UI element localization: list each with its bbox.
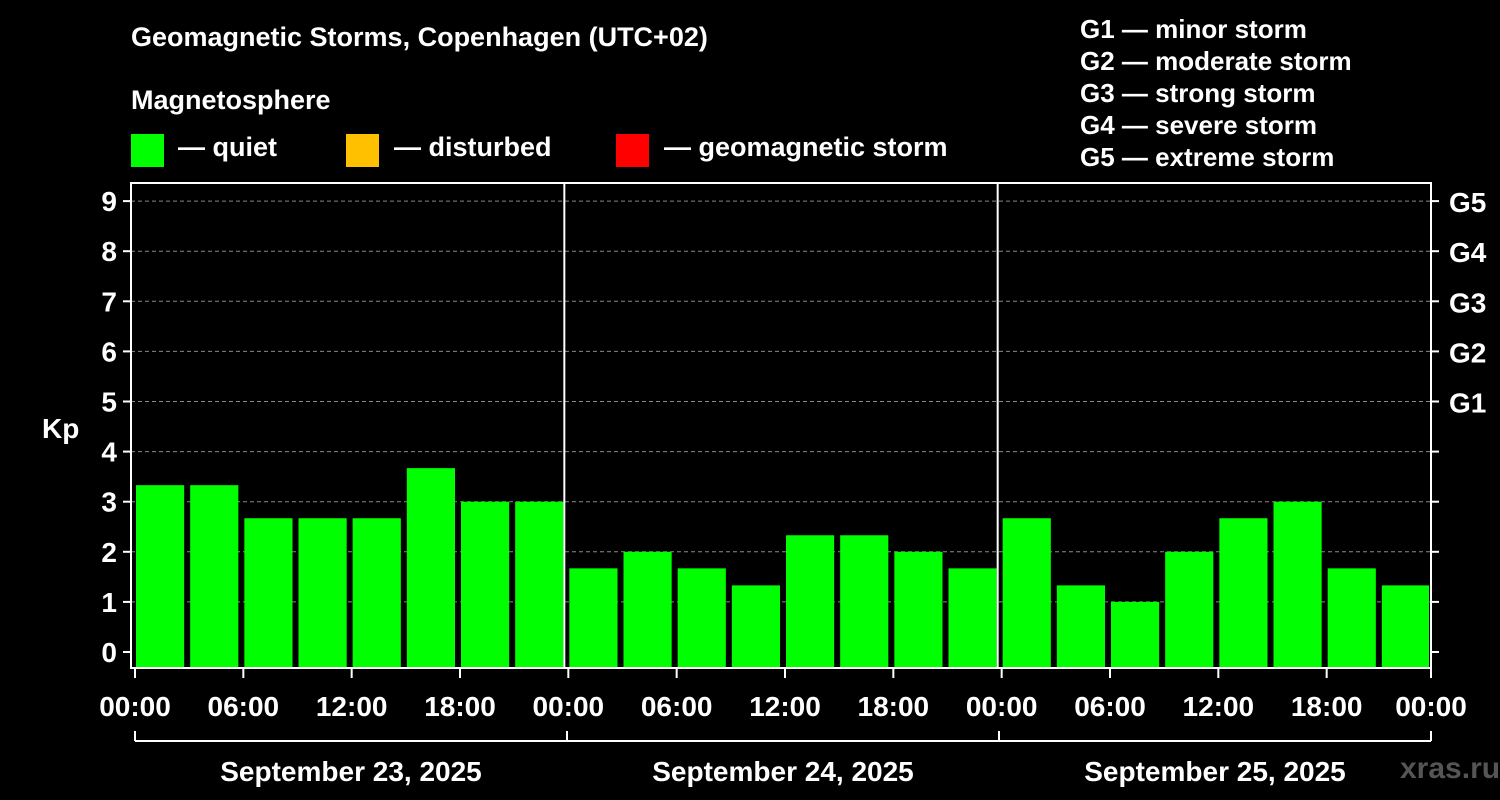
kp-bar [569, 568, 618, 668]
kp-bar [461, 501, 510, 668]
legend-label-disturbed: — disturbed [394, 132, 552, 162]
storm-scale-g4: G4 — severe storm [1080, 110, 1318, 140]
kp-bar [1381, 585, 1429, 668]
y-tick-label: 9 [101, 186, 117, 217]
y-tick-label: 8 [101, 236, 117, 267]
kp-bar [677, 568, 726, 668]
y-tick-label: 1 [101, 587, 117, 618]
legend-label-quiet: — quiet [178, 132, 277, 162]
y-tick-label: 2 [101, 537, 117, 568]
kp-bar [1273, 501, 1322, 668]
x-tick-label: 12:00 [1183, 691, 1255, 722]
kp-bar [948, 568, 997, 668]
x-tick-label: 12:00 [749, 691, 821, 722]
watermark: xras.ru [1400, 752, 1500, 785]
kp-bar [1056, 585, 1105, 668]
kp-bar [623, 551, 672, 668]
kp-bar [352, 518, 401, 668]
y-tick-label: 6 [101, 336, 117, 367]
kp-bar [1165, 551, 1214, 668]
x-tick-label: 06:00 [208, 691, 280, 722]
x-tick-label: 18:00 [424, 691, 496, 722]
kp-bar [406, 468, 455, 668]
g-scale-label: G4 [1449, 237, 1487, 268]
day-label: September 24, 2025 [652, 756, 914, 787]
kp-bar [190, 485, 239, 668]
storm-scale-g1: G1 — minor storm [1080, 14, 1307, 44]
kp-bar [894, 551, 943, 668]
legend-swatch-disturbed [346, 134, 379, 167]
legend-label-storm: — geomagnetic storm [664, 132, 948, 162]
storm-scale-g5: G5 — extreme storm [1080, 142, 1335, 172]
kp-bar [1219, 518, 1268, 668]
x-tick-label: 18:00 [1291, 691, 1363, 722]
storm-scale-g2: G2 — moderate storm [1080, 46, 1352, 76]
kp-bar [786, 535, 835, 668]
kp-bar [515, 501, 564, 668]
y-tick-label: 5 [101, 387, 117, 418]
legend: — quiet — disturbed — geomagnetic storm [0, 132, 1000, 172]
g-scale-label: G3 [1449, 287, 1486, 318]
x-tick-label: 06:00 [641, 691, 713, 722]
day-label: September 25, 2025 [1084, 756, 1346, 787]
chart-subtitle: Magnetosphere [131, 85, 331, 115]
storm-scale-legend: G1 — minor storm G2 — moderate storm G3 … [1080, 13, 1352, 173]
x-tick-label: 00:00 [966, 691, 1038, 722]
x-tick-label: 18:00 [858, 691, 930, 722]
kp-bar [1327, 568, 1376, 668]
x-tick-label: 00:00 [1395, 691, 1467, 722]
kp-bar [244, 518, 293, 668]
kp-bar [1002, 518, 1051, 668]
y-tick-label: 3 [101, 487, 117, 518]
kp-bar [1111, 601, 1160, 668]
x-tick-label: 00:00 [533, 691, 605, 722]
y-tick-label: 0 [101, 637, 117, 668]
chart-title: Geomagnetic Storms, Copenhagen (UTC+02) [131, 22, 708, 52]
kp-bar [298, 518, 347, 668]
y-axis-label: Kp [42, 413, 79, 444]
day-label: September 23, 2025 [220, 756, 482, 787]
storm-scale-g3: G3 — strong storm [1080, 78, 1316, 108]
g-scale-label: G1 [1449, 388, 1486, 419]
x-tick-label: 00:00 [99, 691, 171, 722]
legend-swatch-storm [616, 134, 649, 167]
plot-frame [130, 182, 1432, 669]
kp-bar [840, 535, 889, 668]
x-tick-label: 06:00 [1074, 691, 1146, 722]
kp-bar [731, 585, 780, 668]
kp-bar [136, 485, 185, 668]
y-tick-label: 4 [101, 437, 117, 468]
x-tick-label: 12:00 [316, 691, 388, 722]
g-scale-label: G5 [1449, 187, 1486, 218]
y-tick-label: 7 [101, 286, 117, 317]
legend-swatch-quiet [131, 134, 164, 167]
g-scale-label: G2 [1449, 337, 1486, 368]
